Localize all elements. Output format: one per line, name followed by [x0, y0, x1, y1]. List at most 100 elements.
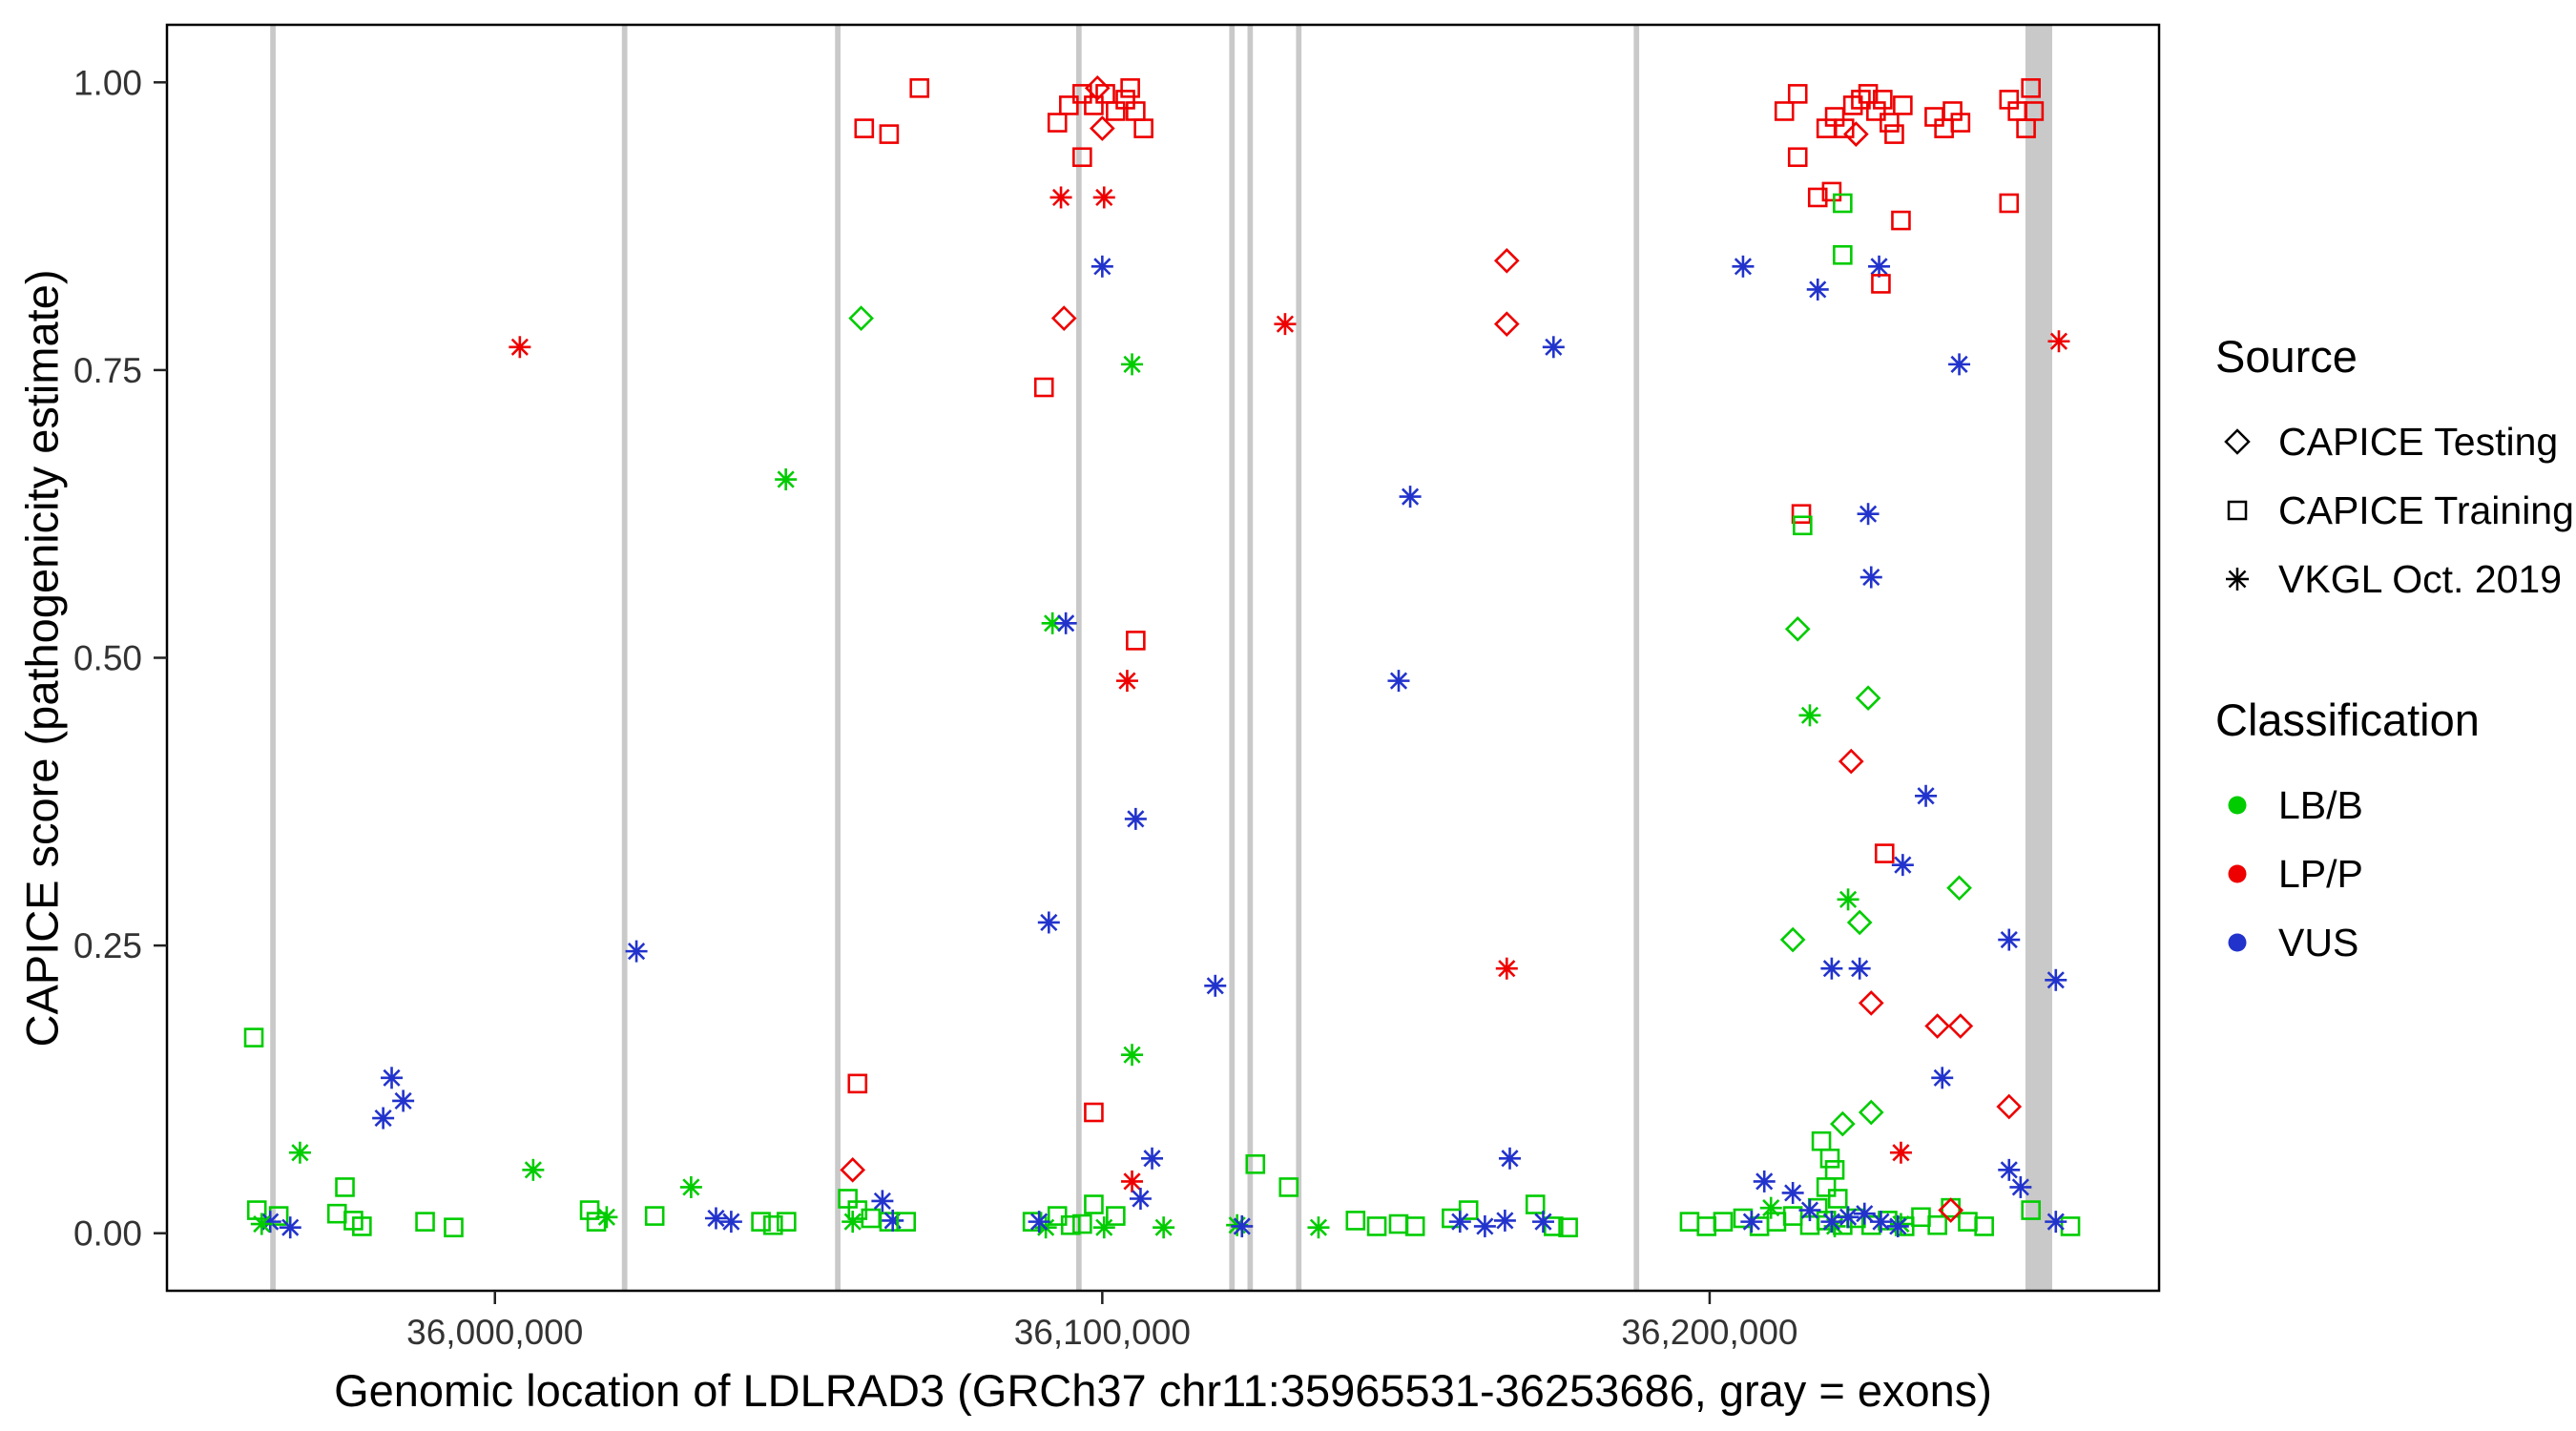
data-point-train	[1278, 1177, 1299, 1197]
data-point-train	[1791, 504, 1812, 525]
data-point-test	[1838, 748, 1864, 775]
data-point-train	[1884, 124, 1904, 144]
data-point-train	[847, 1073, 868, 1094]
exon-band	[621, 25, 628, 1291]
data-point-train	[854, 118, 875, 138]
data-point-train	[1544, 1216, 1564, 1236]
data-point-test	[1947, 1013, 1974, 1039]
exon-band	[1633, 25, 1640, 1291]
legend-item-label: VKGL Oct. 2019	[2278, 556, 2563, 601]
data-point-vkgl	[871, 1190, 894, 1213]
y-tick-label: 0.00	[73, 1214, 142, 1254]
data-point-train	[2021, 78, 2041, 98]
data-point-vkgl	[1387, 670, 1410, 693]
data-point-train	[1558, 1217, 1578, 1237]
data-point-vkgl	[1153, 1216, 1175, 1239]
data-point-vkgl	[1121, 353, 1144, 376]
data-point-vkgl	[1041, 612, 1064, 634]
data-point-vkgl	[1121, 1170, 1144, 1192]
data-point-vkgl	[2047, 330, 2070, 353]
data-point-vkgl	[841, 1211, 864, 1234]
data-point-train	[1974, 1216, 1994, 1236]
data-point-train	[1072, 1213, 1092, 1234]
dot-icon	[2215, 783, 2259, 827]
legend: Source CAPICE Testing CAPICE Training VKGL…	[2215, 330, 2574, 977]
data-point-train	[1874, 843, 1895, 863]
data-point-train	[1911, 1207, 1931, 1228]
data-point-train	[1084, 1194, 1104, 1214]
data-point-train	[1366, 1216, 1387, 1236]
diamond-icon	[2215, 420, 2259, 464]
data-point-train	[777, 1212, 797, 1232]
legend-source-section: Source CAPICE Testing CAPICE Training VKGL…	[2215, 330, 2574, 613]
data-point-train	[1787, 147, 1808, 168]
data-point-vkgl	[1753, 1170, 1776, 1192]
data-point-train	[1816, 1177, 1837, 1197]
data-point-train	[335, 1177, 355, 1197]
data-point-train	[1033, 377, 1054, 398]
data-point-train	[2060, 1216, 2081, 1236]
data-point-vkgl	[279, 1216, 301, 1239]
data-point-vkgl	[1532, 1211, 1555, 1234]
data-point-test	[840, 1156, 866, 1183]
data-point-train	[1793, 515, 1813, 536]
y-tick-label: 0.25	[73, 926, 142, 965]
asterisk-icon	[2226, 568, 2249, 591]
data-point-train	[1345, 1211, 1366, 1231]
x-tick-label: 36,000,000	[406, 1313, 583, 1352]
data-point-vkgl	[1495, 957, 1518, 980]
legend-classification-section: Classification LB/B LP/P VUS	[2215, 694, 2574, 977]
data-point-train	[1827, 1189, 1848, 1209]
data-point-train	[1072, 147, 1092, 168]
data-point-test	[1493, 311, 1520, 337]
square-icon	[2215, 488, 2259, 532]
data-point-train	[326, 1203, 347, 1224]
x-tick-label: 36,100,000	[1014, 1313, 1191, 1352]
data-point-train	[1999, 193, 2020, 214]
data-point-train	[1821, 181, 1842, 202]
data-point-vkgl	[372, 1107, 395, 1130]
data-point-vkgl	[2045, 968, 2067, 991]
data-point-test	[1858, 1099, 1884, 1126]
data-point-train	[1084, 95, 1104, 115]
data-point-train	[444, 1217, 464, 1237]
data-point-vkgl	[1054, 612, 1077, 634]
dot-icon	[2215, 852, 2259, 896]
data-point-vkgl	[1124, 807, 1147, 830]
data-point-train	[1388, 1213, 1409, 1234]
data-point-train	[644, 1206, 665, 1226]
data-point-train	[1824, 1160, 1845, 1180]
data-point-train	[1866, 101, 1886, 121]
data-point-train	[1525, 1194, 1546, 1214]
data-point-train	[1458, 1200, 1479, 1220]
data-point-vkgl	[1037, 911, 1060, 934]
data-point-train	[2024, 101, 2045, 121]
data-point-train	[1782, 1206, 1803, 1226]
data-point-train	[579, 1200, 600, 1220]
data-point-test	[1493, 247, 1520, 274]
data-point-train	[1120, 78, 1140, 98]
data-point-train	[1133, 118, 1153, 138]
data-point-train	[1871, 274, 1891, 294]
data-point-train	[1095, 84, 1115, 104]
data-point-vkgl	[2045, 1211, 2067, 1234]
data-point-vkgl	[1869, 1211, 1892, 1234]
y-tick-label: 1.00	[73, 63, 142, 102]
data-point-train	[1834, 118, 1855, 138]
data-point-train	[352, 1216, 372, 1236]
data-point-vkgl	[1399, 486, 1422, 508]
data-point-vkgl	[1931, 1067, 1954, 1089]
exon-band	[1229, 25, 1236, 1291]
data-point-train	[896, 1212, 917, 1232]
data-point-vkgl	[1915, 784, 1938, 807]
data-point-train	[1106, 1206, 1126, 1226]
legend-item-lbb: LB/B	[2215, 771, 2574, 840]
data-point-train	[1807, 187, 1828, 208]
data-point-train	[1126, 101, 1146, 121]
legend-item-asterisk: VKGL Oct. 2019	[2215, 545, 2574, 613]
data-point-vkgl	[1998, 928, 2021, 951]
data-point-train	[751, 1212, 771, 1232]
exon-band	[270, 25, 276, 1291]
data-point-train	[1060, 1214, 1081, 1235]
data-point-vkgl	[1740, 1211, 1763, 1234]
